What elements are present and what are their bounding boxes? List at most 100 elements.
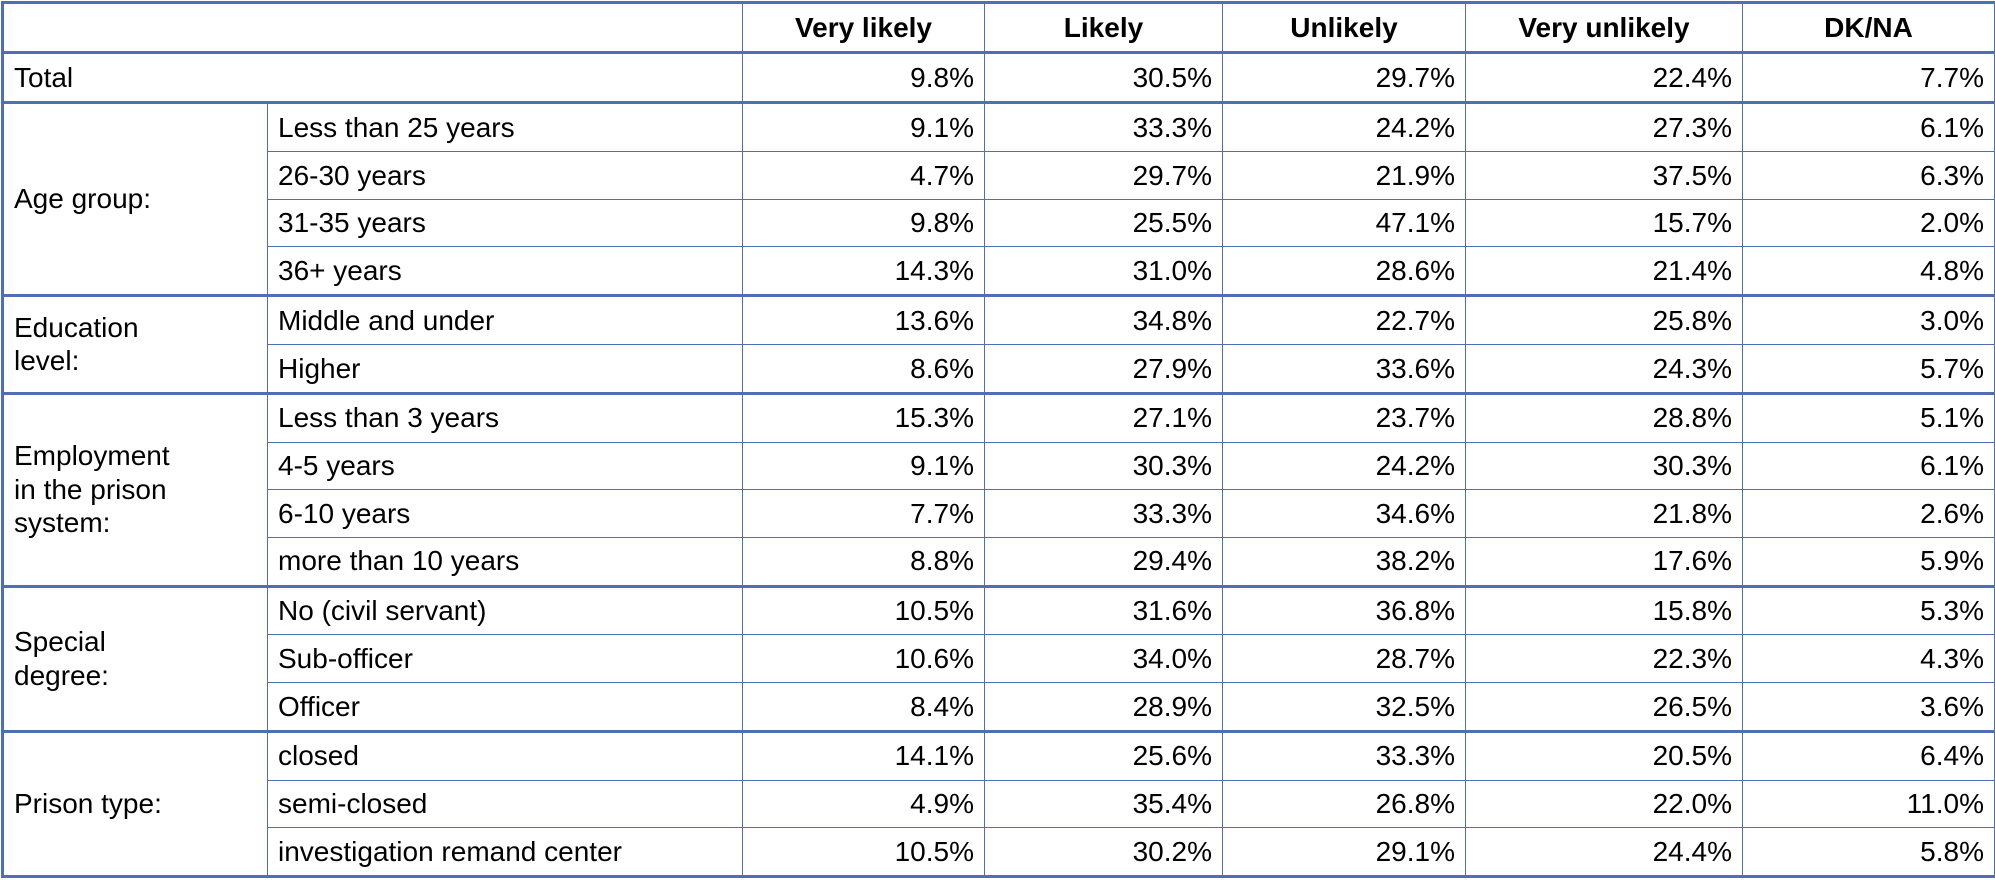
value-cell: 5.3%	[1743, 586, 1995, 635]
value-cell: 5.8%	[1743, 828, 1995, 877]
value-cell: 9.1%	[743, 103, 985, 152]
value-cell: 27.9%	[985, 344, 1223, 393]
column-header: DK/NA	[1743, 3, 1995, 53]
value-cell: 2.6%	[1743, 490, 1995, 537]
value-cell: 28.6%	[1223, 247, 1466, 296]
value-cell: 30.3%	[985, 442, 1223, 489]
value-cell: 32.5%	[1223, 682, 1466, 731]
value-cell: 15.3%	[743, 393, 985, 442]
value-cell: 7.7%	[1743, 53, 1995, 103]
group-label: Prison type:	[3, 731, 268, 876]
value-cell: 9.8%	[743, 199, 985, 246]
row-label: closed	[268, 731, 743, 780]
value-cell: 36.8%	[1223, 586, 1466, 635]
row-label: Officer	[268, 682, 743, 731]
value-cell: 10.5%	[743, 828, 985, 877]
value-cell: 34.0%	[985, 635, 1223, 682]
value-cell: 28.9%	[985, 682, 1223, 731]
value-cell: 27.3%	[1466, 103, 1743, 152]
value-cell: 30.5%	[985, 53, 1223, 103]
value-cell: 28.7%	[1223, 635, 1466, 682]
value-cell: 17.6%	[1466, 537, 1743, 586]
column-header: Likely	[985, 3, 1223, 53]
value-cell: 28.8%	[1466, 393, 1743, 442]
value-cell: 47.1%	[1223, 199, 1466, 246]
row-label: 26-30 years	[268, 152, 743, 199]
value-cell: 34.8%	[985, 296, 1223, 345]
value-cell: 14.3%	[743, 247, 985, 296]
value-cell: 4.9%	[743, 780, 985, 827]
group-label: Age group:	[3, 103, 268, 296]
value-cell: 24.3%	[1466, 344, 1743, 393]
row-label: 4-5 years	[268, 442, 743, 489]
value-cell: 35.4%	[985, 780, 1223, 827]
value-cell: 5.7%	[1743, 344, 1995, 393]
value-cell: 6.1%	[1743, 103, 1995, 152]
value-cell: 13.6%	[743, 296, 985, 345]
value-cell: 23.7%	[1223, 393, 1466, 442]
column-header: Unlikely	[1223, 3, 1466, 53]
value-cell: 37.5%	[1466, 152, 1743, 199]
value-cell: 24.2%	[1223, 103, 1466, 152]
group-label: Education level:	[3, 296, 268, 394]
value-cell: 9.1%	[743, 442, 985, 489]
value-cell: 21.4%	[1466, 247, 1743, 296]
row-label: 6-10 years	[268, 490, 743, 537]
value-cell: 6.1%	[1743, 442, 1995, 489]
row-label: Less than 25 years	[268, 103, 743, 152]
value-cell: 26.5%	[1466, 682, 1743, 731]
value-cell: 4.8%	[1743, 247, 1995, 296]
value-cell: 5.9%	[1743, 537, 1995, 586]
value-cell: 10.5%	[743, 586, 985, 635]
value-cell: 21.9%	[1223, 152, 1466, 199]
group-label: Special degree:	[3, 586, 268, 731]
value-cell: 25.6%	[985, 731, 1223, 780]
row-label: 36+ years	[268, 247, 743, 296]
value-cell: 11.0%	[1743, 780, 1995, 827]
value-cell: 15.7%	[1466, 199, 1743, 246]
value-cell: 15.8%	[1466, 586, 1743, 635]
value-cell: 22.7%	[1223, 296, 1466, 345]
value-cell: 6.3%	[1743, 152, 1995, 199]
value-cell: 38.2%	[1223, 537, 1466, 586]
value-cell: 24.2%	[1223, 442, 1466, 489]
row-label: Middle and under	[268, 296, 743, 345]
value-cell: 22.4%	[1466, 53, 1743, 103]
value-cell: 3.0%	[1743, 296, 1995, 345]
row-label: Higher	[268, 344, 743, 393]
data-row: Employment in the prison system:Less tha…	[3, 393, 1995, 442]
value-cell: 31.6%	[985, 586, 1223, 635]
value-cell: 4.7%	[743, 152, 985, 199]
column-header: Very likely	[743, 3, 985, 53]
value-cell: 33.6%	[1223, 344, 1466, 393]
row-label: Sub-officer	[268, 635, 743, 682]
value-cell: 34.6%	[1223, 490, 1466, 537]
row-label: Total	[3, 53, 743, 103]
column-header: Very unlikely	[1466, 3, 1743, 53]
value-cell: 33.3%	[985, 490, 1223, 537]
value-cell: 6.4%	[1743, 731, 1995, 780]
value-cell: 8.8%	[743, 537, 985, 586]
value-cell: 33.3%	[1223, 731, 1466, 780]
value-cell: 5.1%	[1743, 393, 1995, 442]
row-label: more than 10 years	[268, 537, 743, 586]
value-cell: 25.5%	[985, 199, 1223, 246]
value-cell: 29.7%	[985, 152, 1223, 199]
value-cell: 22.3%	[1466, 635, 1743, 682]
data-row: Special degree:No (civil servant)10.5%31…	[3, 586, 1995, 635]
row-label: No (civil servant)	[268, 586, 743, 635]
value-cell: 29.1%	[1223, 828, 1466, 877]
